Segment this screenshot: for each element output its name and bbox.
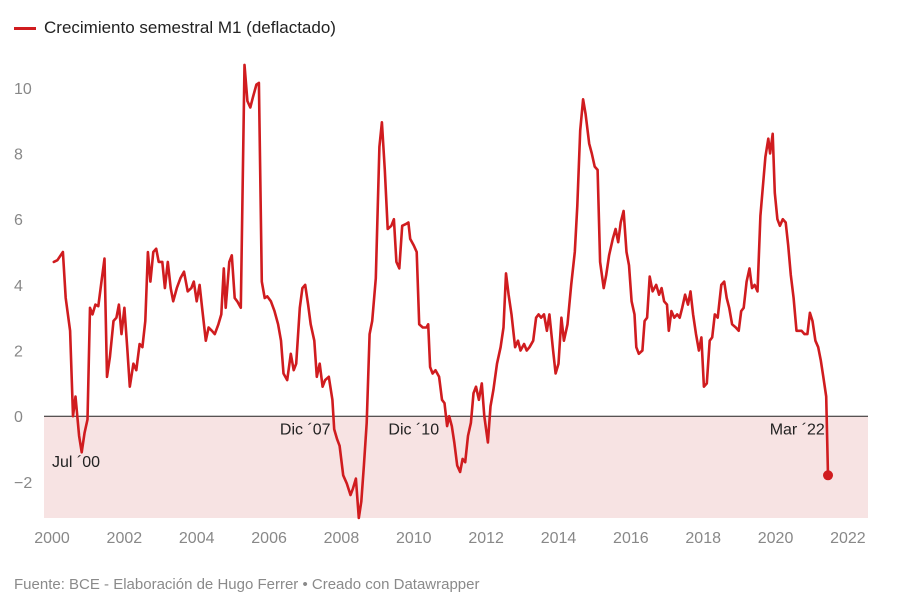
annotation-label: Dic ´10 (388, 421, 439, 438)
y-tick-label: 0 (14, 409, 23, 426)
legend-label: Crecimiento semestral M1 (deflactado) (44, 18, 336, 37)
legend: Crecimiento semestral M1 (deflactado) (14, 18, 336, 38)
x-tick-label: 2000 (34, 530, 70, 547)
y-tick-label: −2 (14, 475, 32, 492)
y-tick-label: 4 (14, 278, 23, 295)
x-tick-label: 2014 (541, 530, 577, 547)
x-tick-label: 2020 (758, 530, 794, 547)
x-tick-label: 2008 (324, 530, 360, 547)
annotation-label: Dic ´07 (280, 421, 331, 438)
y-tick-label: 10 (14, 81, 32, 98)
annotation-label: Jul ´00 (52, 454, 100, 471)
end-point-marker (823, 470, 834, 481)
source-note: Fuente: BCE - Elaboración de Hugo Ferrer… (14, 576, 480, 593)
x-tick-label: 2016 (613, 530, 649, 547)
y-tick-label: 6 (14, 212, 23, 229)
x-tick-label: 2012 (468, 530, 504, 547)
x-tick-label: 2006 (251, 530, 287, 547)
x-tick-label: 2010 (396, 530, 432, 547)
x-tick-label: 2018 (685, 530, 721, 547)
y-tick-label: 8 (14, 147, 23, 164)
legend-swatch (14, 26, 36, 30)
y-tick-label: 2 (14, 344, 23, 361)
series-line (52, 63, 830, 520)
annotation-label: Mar ´22 (770, 421, 825, 438)
x-tick-label: 2022 (830, 530, 866, 547)
negative-region (44, 416, 868, 518)
x-tick-label: 2004 (179, 530, 215, 547)
x-tick-label: 2002 (107, 530, 143, 547)
